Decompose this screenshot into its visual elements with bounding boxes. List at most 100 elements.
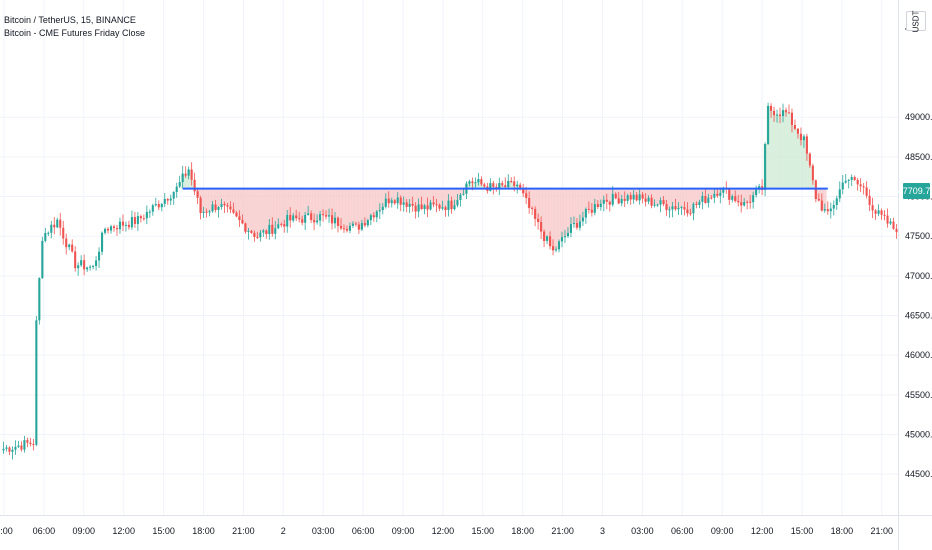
cme-fill-segment: [228, 188, 233, 210]
cme-fill-segment: [566, 188, 570, 233]
cme-fill-segment: [357, 188, 361, 230]
cme-fill-segment: [246, 188, 251, 231]
cme-fill-segment: [321, 188, 325, 216]
candle-body: [62, 227, 65, 239]
candle-body: [549, 236, 552, 247]
candle-body: [354, 223, 357, 225]
candle-body: [402, 202, 405, 205]
candle-body: [375, 211, 378, 218]
cme-fill-segment: [220, 188, 224, 204]
time-tick-label: 15:00: [791, 526, 814, 536]
candle-body: [853, 177, 856, 180]
cme-fill-segment: [369, 188, 373, 216]
candle-body: [808, 153, 811, 166]
candle-body: [121, 221, 125, 226]
time-tick-label: 18:00: [192, 526, 215, 536]
candle-body: [498, 183, 501, 189]
candle-body: [38, 278, 41, 321]
candle-body: [707, 197, 710, 203]
cme-fill-segment: [363, 188, 367, 226]
candle-body: [531, 207, 534, 209]
candle-body: [829, 208, 832, 212]
candle-body: [704, 196, 707, 203]
cme-fill-segment: [778, 116, 782, 189]
candle-body: [805, 136, 808, 154]
candle-body: [886, 215, 889, 224]
candle-body: [151, 205, 154, 212]
time-axis[interactable]: 3:00 06:00 09:00 12:00 15:00 18:00 21:00 2 03:00…: [0, 526, 893, 536]
candle-body: [396, 197, 399, 204]
cme-fill-segment: [336, 188, 340, 227]
candle-body: [820, 200, 823, 211]
candle-body: [880, 210, 883, 215]
candle-body: [307, 213, 310, 215]
candle-body: [211, 204, 214, 212]
currency-button[interactable]: USDT: [906, 10, 926, 32]
candle-body: [271, 224, 274, 234]
candle-body: [489, 183, 492, 191]
cme-fill-segment: [545, 188, 549, 237]
candle-body: [799, 133, 802, 141]
candle-body: [14, 446, 17, 450]
cme-fill-segment: [542, 188, 546, 241]
candle-body: [593, 204, 596, 213]
candle-body: [429, 202, 432, 210]
price-tick-label: 46000.00: [905, 350, 932, 360]
candle-body: [319, 214, 322, 221]
time-tick-label: 09:00: [392, 526, 415, 536]
price-tick-label: 46500.00: [905, 311, 932, 321]
candle-body: [847, 179, 850, 181]
candle-body: [752, 195, 755, 203]
candle-body: [793, 125, 797, 129]
cme-fill-segment: [444, 188, 448, 210]
candle-body: [644, 198, 647, 202]
candle-body: [142, 218, 145, 220]
candle-body: [614, 193, 617, 199]
cme-fill-segment: [202, 188, 206, 212]
cme-fill-segment: [438, 188, 442, 209]
cme-fill-segment: [656, 188, 660, 205]
candle-body: [11, 449, 14, 452]
cme-fill-segment: [730, 188, 735, 197]
candle-body: [220, 203, 223, 208]
cme-fill-segment: [697, 188, 702, 202]
last-price-badge: 47709.77: [898, 183, 932, 199]
cme-fill-segment: [270, 188, 275, 234]
time-tick-label: 15:00: [152, 526, 175, 536]
candle-body: [569, 224, 573, 233]
cme-fill-segment: [620, 188, 624, 199]
cme-fill-segment: [237, 188, 242, 221]
cme-fill-segment: [509, 181, 514, 189]
cme-fill-segment: [342, 188, 346, 229]
cme-fill-segment: [217, 188, 221, 208]
candle-body: [277, 224, 280, 229]
cme-fill-segment: [381, 188, 385, 207]
cme-fill-segment: [417, 188, 421, 205]
candle-body: [862, 186, 865, 188]
candle-body: [519, 184, 522, 189]
cme-fill-segment: [790, 125, 794, 189]
candle-body: [172, 192, 175, 199]
cme-fill-segment: [557, 188, 561, 242]
price-tick-label: 45000.00: [905, 429, 932, 439]
cme-fill-segment: [679, 188, 684, 208]
cme-fill-segment: [694, 188, 699, 205]
candle-body: [599, 203, 602, 207]
price-axis[interactable]: 49000.0048500.0048000.0047500.0047000.00…: [905, 23, 932, 479]
cme-fill-segment: [223, 188, 227, 206]
candle-body: [360, 223, 363, 230]
cme-fill-segment: [360, 188, 364, 224]
cme-fill-segment: [802, 136, 806, 189]
candle-body: [241, 220, 244, 224]
candle-body: [850, 177, 853, 180]
cme-fill-segment: [351, 188, 355, 224]
cme-fill-segment: [536, 188, 540, 222]
candle-body: [313, 220, 316, 223]
candle-body: [89, 266, 92, 268]
candle-body: [814, 180, 817, 200]
candle-body: [348, 225, 351, 231]
candle-body: [665, 204, 668, 210]
candle-body: [513, 181, 516, 187]
